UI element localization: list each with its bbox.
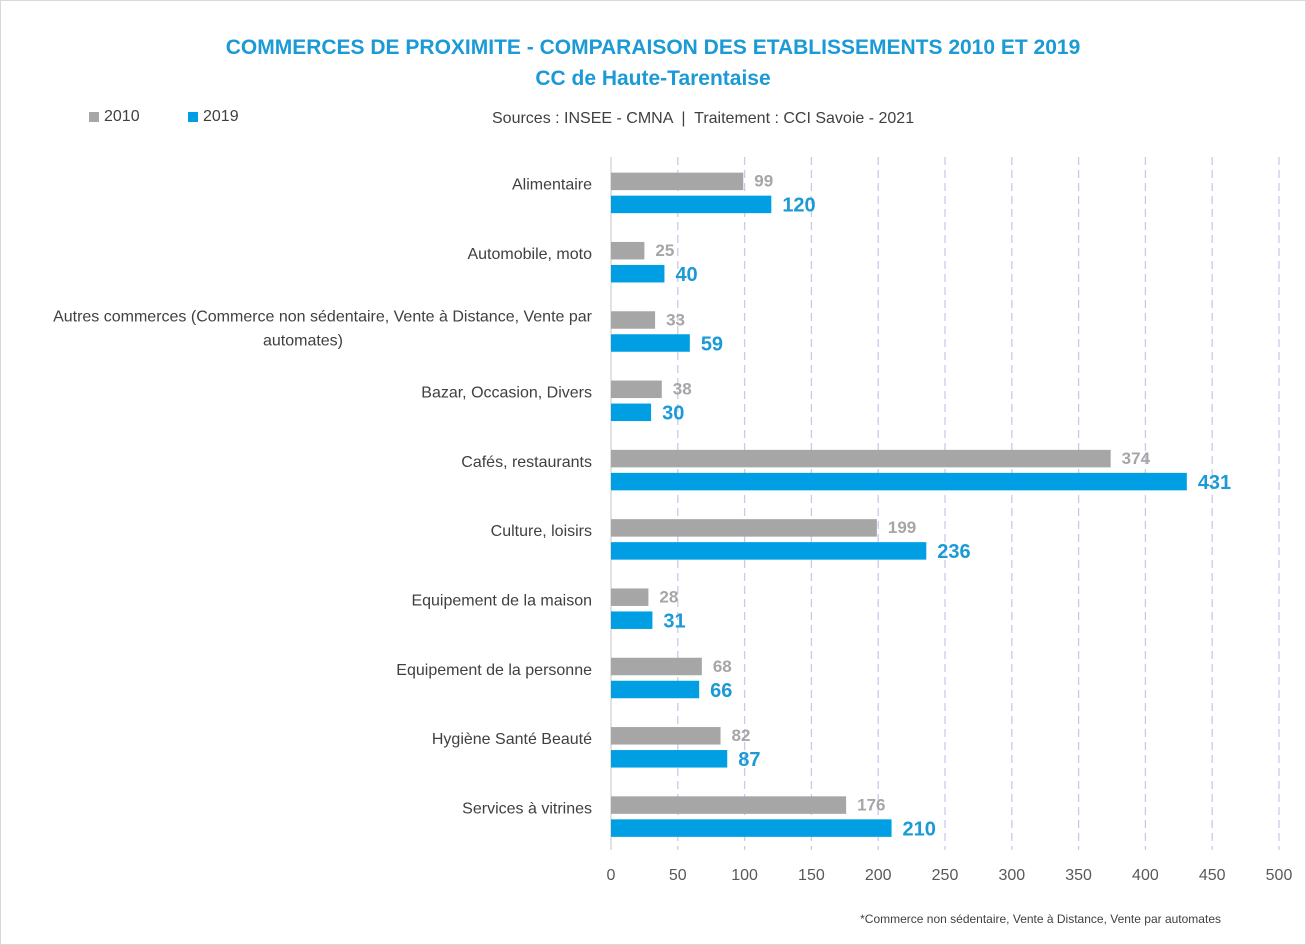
x-tick-label: 50	[669, 867, 687, 884]
data-label-2019: 31	[663, 610, 685, 632]
data-label-2019: 66	[710, 680, 732, 702]
category-label: Bazar, Occasion, Divers	[421, 385, 592, 402]
data-label-2010: 33	[666, 310, 685, 329]
category-label: Services à vitrines	[462, 800, 592, 817]
data-label-2019: 87	[738, 749, 760, 771]
x-tick-label: 300	[998, 867, 1025, 884]
category-label: Cafés, restaurants	[461, 454, 592, 471]
data-label-2010: 82	[732, 726, 751, 745]
x-tick-label: 0	[607, 867, 616, 884]
data-label-2010: 176	[857, 795, 885, 814]
data-label-2019: 236	[937, 541, 970, 563]
x-tick-label: 200	[865, 867, 892, 884]
x-tick-label: 150	[798, 867, 825, 884]
x-tick-label: 450	[1199, 867, 1226, 884]
data-label-2010: 25	[655, 241, 674, 260]
bar-2019	[611, 611, 653, 629]
bar-2010	[611, 796, 847, 814]
source-note: Sources : INSEE - CMNA | Traitement : CC…	[492, 110, 915, 127]
legend-label-2010: 2010	[104, 108, 140, 125]
bar-2010	[611, 588, 649, 606]
footnote: *Commerce non sédentaire, Vente à Distan…	[860, 912, 1221, 926]
bar-2019	[611, 334, 690, 352]
bar-2019	[611, 264, 665, 283]
category-label: Equipement de la maison	[411, 592, 592, 609]
bar-2019	[611, 403, 652, 422]
bar-2019	[611, 195, 772, 214]
chart-title: COMMERCES DE PROXIMITE - COMPARAISON DES…	[225, 36, 1081, 59]
legend-item-2019: 2019	[188, 108, 239, 126]
data-label-2010: 199	[888, 518, 916, 537]
bar-2010	[611, 449, 1111, 468]
x-tick-label: 500	[1266, 867, 1293, 884]
legend-label-2019: 2019	[203, 108, 239, 125]
bar-2010	[611, 380, 662, 399]
category-label: Automobile, moto	[467, 246, 592, 263]
data-label-2019: 120	[782, 195, 815, 217]
category-label: Autres commerces (Commerce non sédentair…	[53, 308, 593, 325]
bar-2019	[611, 472, 1187, 491]
legend-swatch-2010	[89, 112, 99, 122]
x-tick-label: 100	[731, 867, 758, 884]
x-tick-label: 400	[1132, 867, 1159, 884]
category-label: automates)	[263, 332, 343, 349]
bar-2019	[611, 680, 700, 699]
bar-2010	[611, 657, 702, 676]
bar-2010	[611, 172, 744, 191]
data-label-2019: 30	[662, 403, 684, 425]
bar-2019	[611, 542, 927, 560]
legend-item-2010: 2010	[89, 108, 140, 126]
category-label: Hygiène Santé Beauté	[432, 731, 592, 748]
x-tick-label: 250	[932, 867, 959, 884]
data-label-2019: 40	[675, 264, 697, 286]
legend-swatch-2019	[188, 112, 198, 122]
category-label: Culture, loisirs	[491, 523, 592, 540]
bar-2010	[611, 519, 877, 537]
data-label-2019: 59	[701, 333, 723, 355]
data-label-2010: 28	[659, 587, 678, 606]
data-label-2010: 38	[673, 380, 692, 399]
chart-subtitle: CC de Haute-Tarentaise	[535, 67, 771, 90]
data-label-2010: 374	[1122, 449, 1151, 468]
category-label: Alimentaire	[512, 177, 592, 194]
x-tick-label: 350	[1065, 867, 1092, 884]
bar-2010	[611, 311, 656, 329]
bar-2010	[611, 241, 645, 260]
data-label-2019: 210	[903, 818, 936, 840]
bar-2019	[611, 819, 892, 837]
data-label-2010: 68	[713, 657, 732, 676]
bar-2010	[611, 727, 721, 745]
data-label-2019: 431	[1198, 472, 1231, 494]
data-label-2010: 99	[754, 172, 773, 191]
category-label: Equipement de la personne	[396, 662, 592, 679]
bar-2019	[611, 750, 728, 768]
